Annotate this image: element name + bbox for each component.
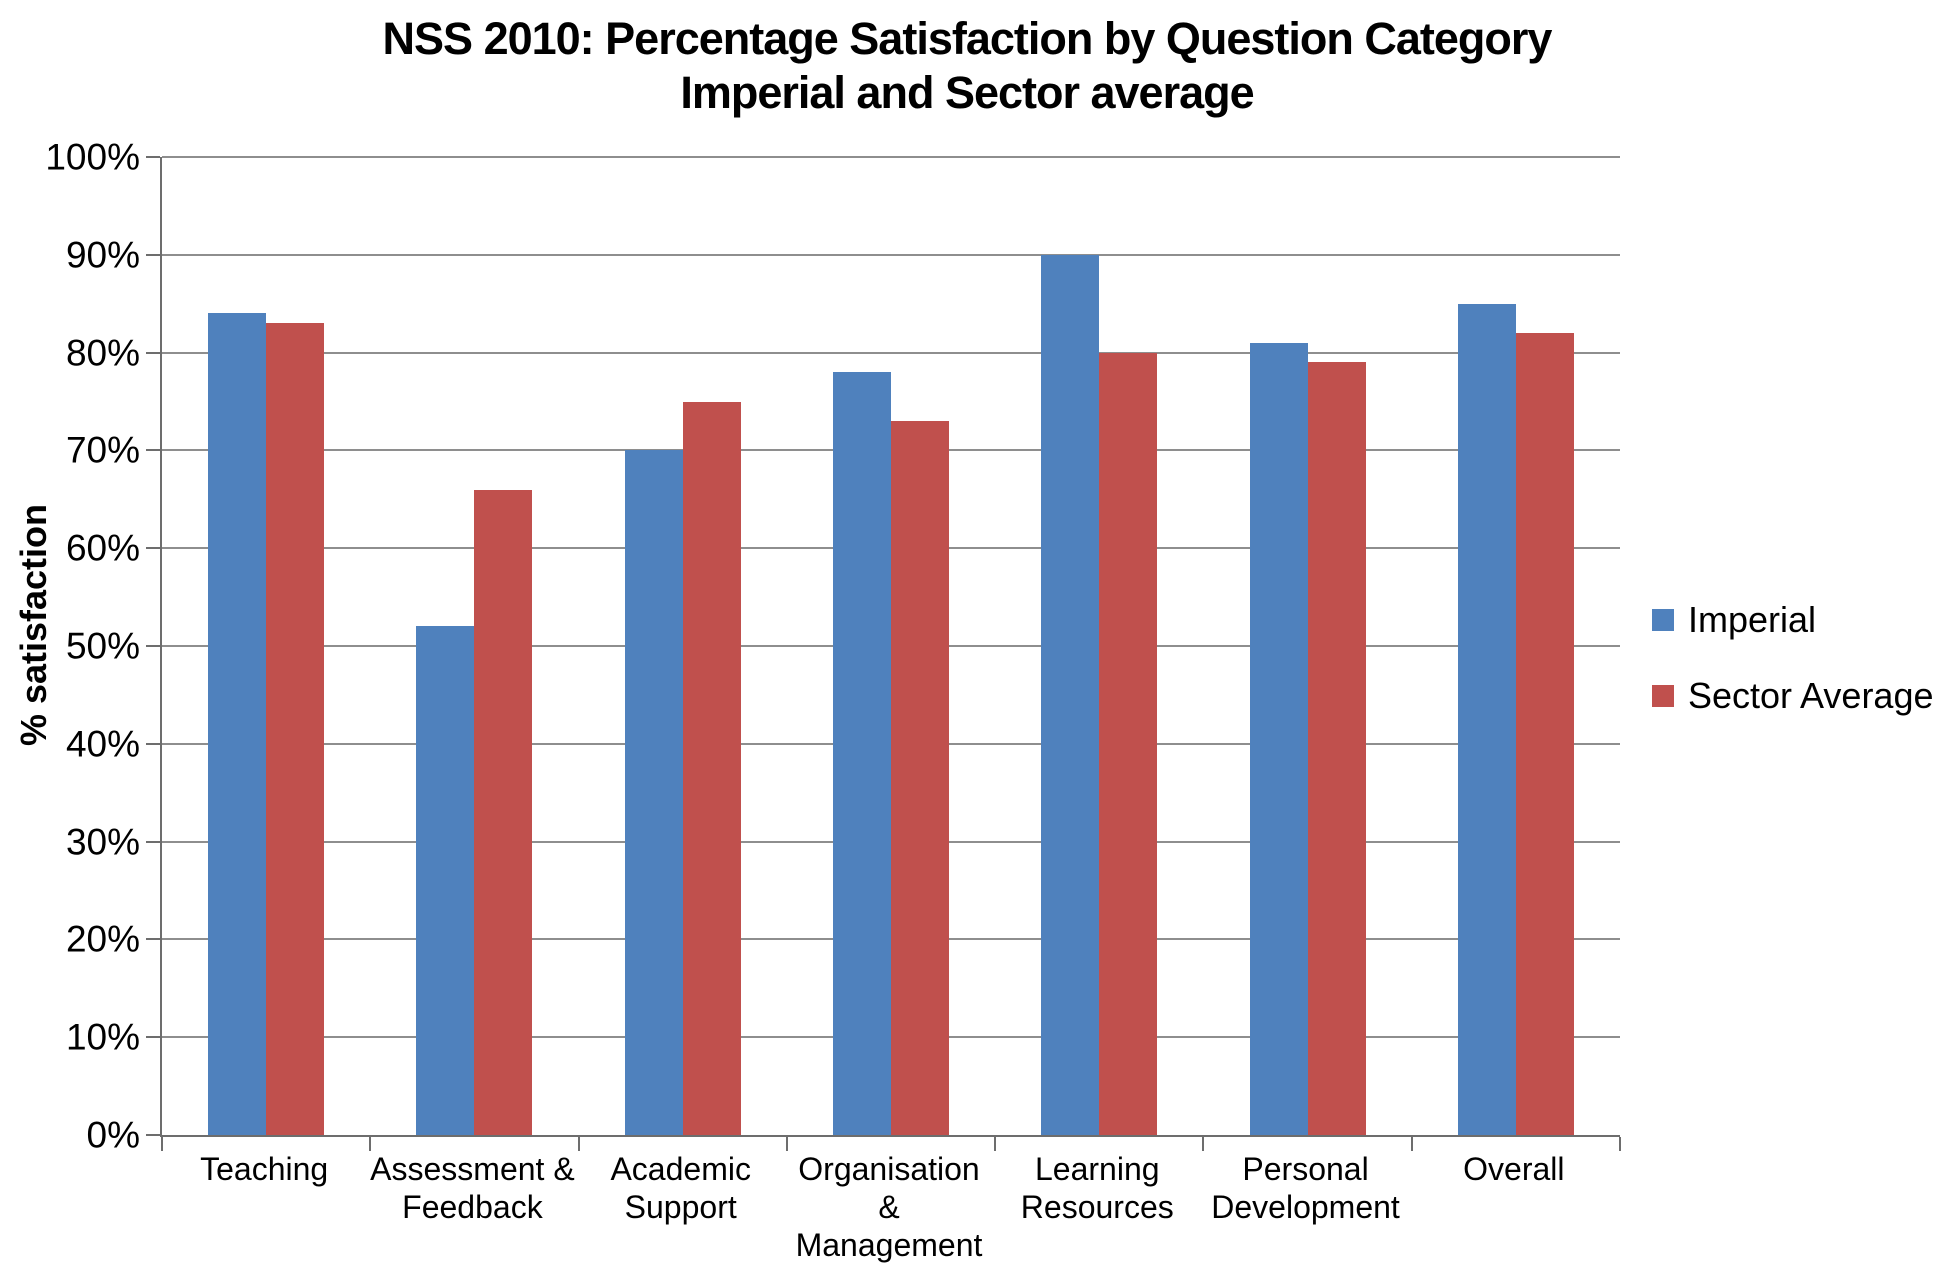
category-label-0: Teaching	[160, 1150, 368, 1264]
bar-sector-average-0	[266, 323, 325, 1135]
legend: Imperial Sector Average	[1652, 602, 1934, 714]
y-axis-labels: 0% 10% 20% 30% 40% 50% 60% 70% 80% 90% 100%	[0, 139, 140, 1154]
gridline-100	[162, 156, 1620, 158]
category-label-line: Overall	[1463, 1151, 1565, 1187]
x-axis-tick-mark	[1619, 1137, 1621, 1151]
legend-swatch-icon	[1652, 685, 1674, 707]
y-tick-label-90: 90%	[65, 234, 140, 276]
category-label-2: Academic Support	[577, 1150, 785, 1264]
bar-groups	[162, 157, 1620, 1135]
y-tick-label-40: 40%	[65, 723, 140, 765]
bar-group-2	[579, 157, 787, 1135]
category-label-line: Academic	[610, 1151, 751, 1187]
category-label-line: &	[878, 1189, 900, 1225]
y-tick-label-20: 20%	[65, 918, 140, 960]
category-label-5: Personal Development	[1201, 1150, 1409, 1264]
bar-sector-average-6	[1515, 333, 1574, 1135]
x-axis-tick-mark	[577, 1137, 580, 1151]
y-tick-label-30: 30%	[65, 821, 140, 863]
category-label-line: Feedback	[402, 1189, 543, 1225]
chart-title-line-2: Imperial and Sector average	[680, 67, 1254, 118]
bar-group-1	[370, 157, 578, 1135]
y-tick-label-0: 0%	[86, 1114, 140, 1156]
y-tick-label-100: 100%	[45, 136, 140, 178]
y-tick-label-60: 60%	[65, 527, 140, 569]
x-axis-tick-mark	[785, 1137, 788, 1151]
bar-group-4	[995, 157, 1203, 1135]
x-axis-tick-mark	[1410, 1137, 1413, 1151]
y-axis-tick-mark	[146, 156, 160, 158]
category-label-line: Organisation	[798, 1151, 980, 1187]
legend-item-imperial: Imperial	[1652, 602, 1934, 638]
legend-item-label: Imperial	[1688, 599, 1817, 640]
category-label-line: Resources	[1020, 1189, 1174, 1225]
bar-sector-average-5	[1307, 362, 1366, 1135]
y-axis-tick-mark	[146, 645, 160, 647]
category-label-line: Management	[795, 1227, 983, 1263]
bar-imperial-3	[832, 372, 891, 1135]
y-axis-tick-mark	[146, 253, 160, 256]
x-axis-tick-mark	[161, 1137, 163, 1151]
bar-group-6	[1412, 157, 1620, 1135]
y-axis-tick-mark	[146, 1036, 160, 1039]
x-axis-labels: Teaching Assessment & Feedback Academic Supp…	[160, 1150, 1618, 1264]
y-axis-tick-mark	[146, 742, 160, 745]
legend-item-sector-average: Sector Average	[1652, 678, 1934, 714]
bar-imperial-4	[1041, 254, 1100, 1135]
y-axis-tick-mark	[146, 449, 160, 452]
category-label-line: Assessment &	[370, 1151, 575, 1187]
bar-sector-average-2	[682, 401, 741, 1135]
chart-title-line-1: NSS 2010: Percentage Satisfaction by Que…	[382, 13, 1553, 64]
bar-sector-average-3	[890, 421, 949, 1135]
x-axis-tick-mark	[369, 1137, 372, 1151]
y-tick-label-70: 70%	[65, 429, 140, 471]
chart-title: NSS 2010: Percentage Satisfaction by Que…	[0, 12, 1934, 120]
bar-group-3	[787, 157, 995, 1135]
category-label-line: Learning	[1034, 1151, 1160, 1187]
category-label-line: Personal	[1242, 1151, 1369, 1187]
category-label-1: Assessment & Feedback	[368, 1150, 576, 1264]
y-axis-tick-mark	[146, 351, 160, 354]
bar-imperial-0	[208, 313, 267, 1135]
y-tick-label-10: 10%	[65, 1016, 140, 1058]
bar-group-5	[1203, 157, 1411, 1135]
bar-sector-average-1	[474, 489, 533, 1135]
y-axis-tick-mark	[146, 938, 160, 941]
bar-group-0	[162, 157, 370, 1135]
y-axis-tick-mark	[146, 840, 160, 843]
gridline-90	[162, 253, 1620, 256]
category-label-6: Overall	[1410, 1150, 1618, 1264]
y-tick-label-80: 80%	[65, 332, 140, 374]
y-axis-tick-mark	[146, 547, 160, 550]
category-label-line: Teaching	[200, 1151, 329, 1187]
bar-imperial-1	[416, 626, 475, 1135]
bar-imperial-6	[1457, 303, 1516, 1135]
bar-imperial-2	[624, 450, 683, 1135]
x-axis-tick-mark	[1202, 1137, 1205, 1151]
legend-swatch-icon	[1652, 609, 1674, 631]
legend-item-label: Sector Average	[1688, 675, 1934, 716]
x-axis-tick-mark	[994, 1137, 997, 1151]
bar-imperial-5	[1249, 342, 1308, 1135]
y-tick-label-50: 50%	[65, 625, 140, 667]
category-label-4: Learning Resources	[993, 1150, 1201, 1264]
bar-sector-average-4	[1099, 352, 1158, 1135]
y-axis-tick-mark	[146, 1134, 160, 1136]
plot-area	[146, 156, 1621, 1151]
category-label-3: Organisation & Management	[785, 1150, 993, 1264]
gridline-80	[162, 351, 1620, 354]
category-label-line: Development	[1211, 1189, 1400, 1225]
category-label-line: Support	[624, 1189, 737, 1225]
